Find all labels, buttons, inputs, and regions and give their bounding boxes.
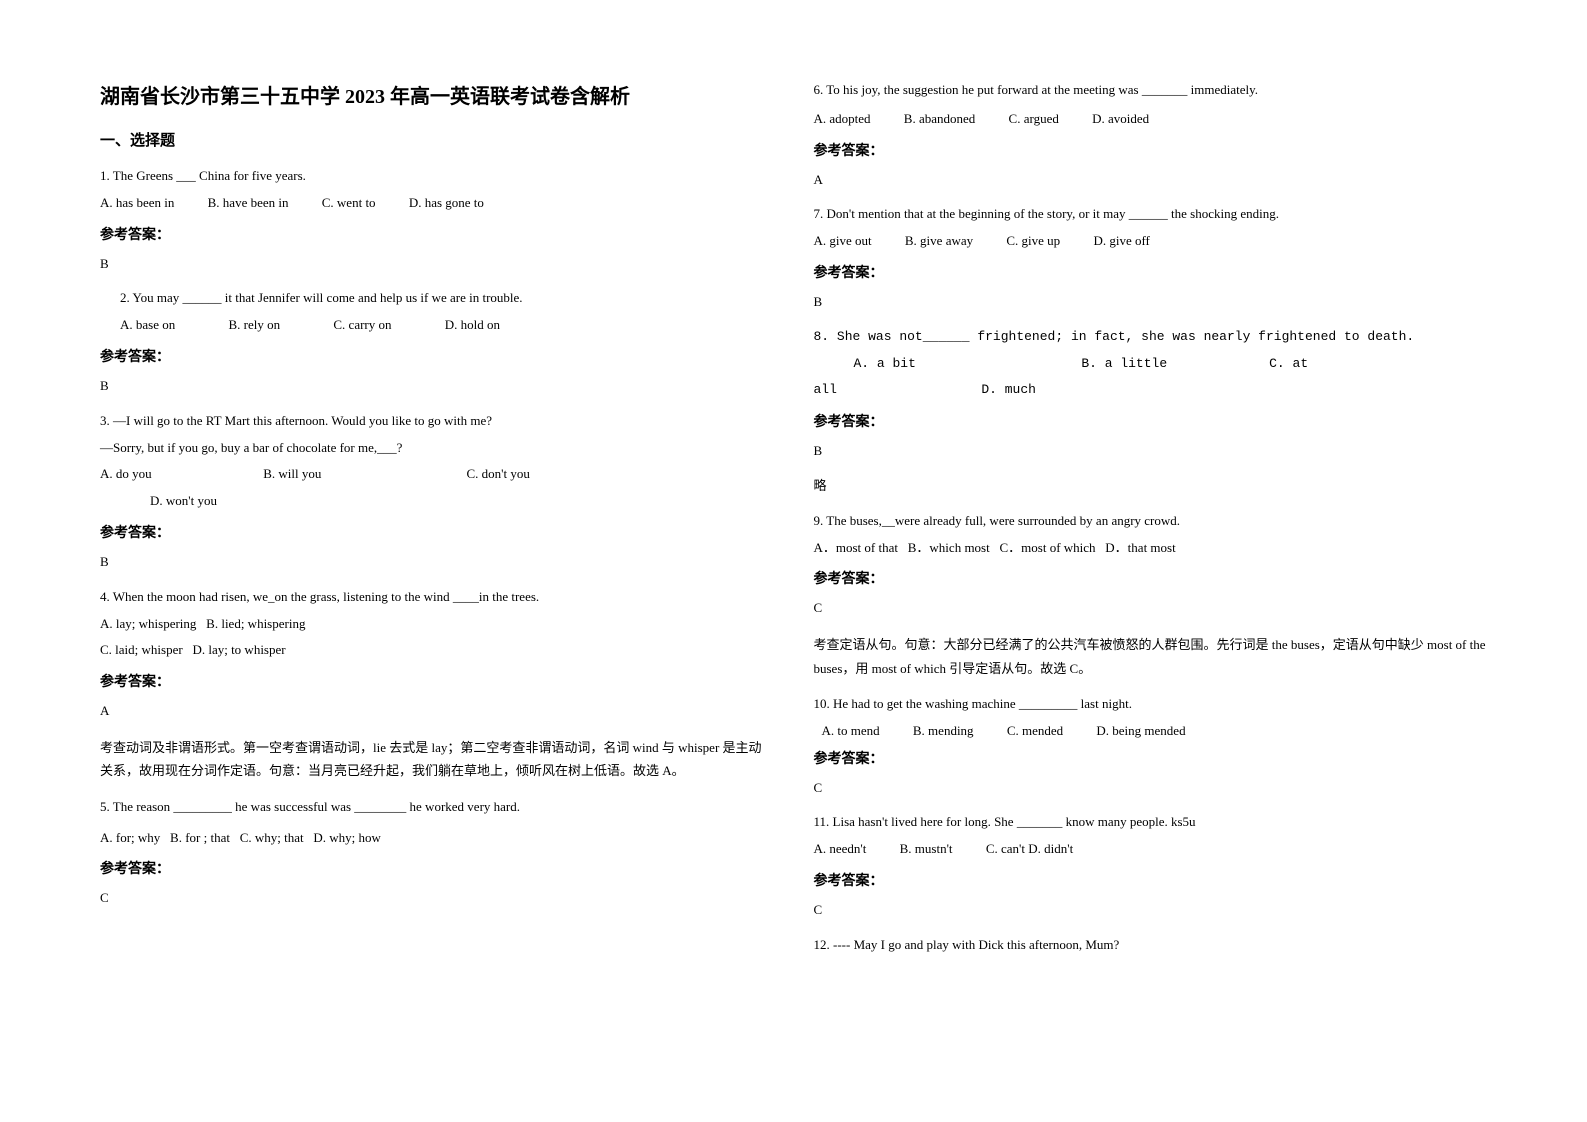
q7-optA: A. give out (814, 231, 872, 252)
q6-options: A. adopted B. abandoned C. argued D. avo… (814, 109, 1488, 130)
q1-optB: B. have been in (208, 193, 289, 214)
q5-options: A. for; why B. for ; that C. why; that D… (100, 828, 774, 849)
q8-optD: D. much (981, 380, 1036, 401)
q1-options: A. has been in B. have been in C. went t… (100, 193, 774, 214)
q9-optA: A．most of that (814, 540, 899, 555)
q7-options: A. give out B. give away C. give up D. g… (814, 231, 1488, 252)
q10-optC: C. mended (1007, 721, 1063, 742)
q10-answer: C (814, 778, 1488, 799)
q6-answer-label: 参考答案： (814, 140, 1488, 160)
left-column: 湖南省长沙市第三十五中学 2023 年高一英语联考试卷含解析 一、选择题 1. … (100, 80, 774, 1082)
q2-answer: B (100, 376, 774, 397)
q2-optC: C. carry on (333, 315, 391, 336)
q11-answer-label: 参考答案： (814, 870, 1488, 890)
q1-answer-label: 参考答案： (100, 224, 774, 244)
q10-options: A. to mend B. mending C. mended D. being… (814, 721, 1488, 742)
q7-answer-label: 参考答案： (814, 262, 1488, 282)
q8-text: 8. She was not______ frightened; in fact… (814, 327, 1488, 348)
q8-options-line2: all D. much (814, 380, 1488, 401)
q3-optD: D. won't you (100, 491, 774, 512)
q7-optC: C. give up (1006, 231, 1060, 252)
q3-answer: B (100, 552, 774, 573)
q11-optB: B. mustn't (900, 839, 953, 860)
q5-optB: B. for ; that (170, 830, 230, 845)
q9-answer: C (814, 598, 1488, 619)
q9-text: 9. The buses,__were already full, were s… (814, 511, 1488, 532)
q4-answer-label: 参考答案： (100, 671, 774, 691)
q7-optD: D. give off (1093, 231, 1149, 252)
q6-answer: A (814, 170, 1488, 191)
q3-optC: C. don't you (467, 464, 530, 485)
right-column: 6. To his joy, the suggestion he put for… (814, 80, 1488, 1082)
q2-options: A. base on B. rely on C. carry on D. hol… (100, 315, 774, 336)
q3-line1: 3. —I will go to the RT Mart this aftern… (100, 411, 774, 432)
q4-options-line1: A. lay; whispering B. lied; whispering (100, 614, 774, 635)
q3-optB: B. will you (263, 464, 463, 485)
q6-optC: C. argued (1009, 109, 1059, 130)
q4-optC: C. laid; whisper (100, 642, 183, 657)
q8-optA: A. a bit (854, 354, 1074, 375)
q9-options: A．most of that B．which most C．most of wh… (814, 538, 1488, 559)
q6-optA: A. adopted (814, 109, 871, 130)
q1-optC: C. went to (322, 193, 376, 214)
q3-answer-label: 参考答案： (100, 522, 774, 542)
q5-text: 5. The reason _________ he was successfu… (100, 797, 774, 818)
q7-answer: B (814, 292, 1488, 313)
q9-answer-label: 参考答案： (814, 568, 1488, 588)
q7-optB: B. give away (905, 231, 973, 252)
q11-optC: C. can't D. didn't (986, 839, 1073, 860)
q12-text: 12. ---- May I go and play with Dick thi… (814, 935, 1488, 956)
q4-options-line2: C. laid; whisper D. lay; to whisper (100, 640, 774, 661)
q11-optA: A. needn't (814, 839, 867, 860)
q4-optA: A. lay; whispering (100, 616, 196, 631)
q8-optB: B. a little (1081, 354, 1261, 375)
page-title: 湖南省长沙市第三十五中学 2023 年高一英语联考试卷含解析 (100, 80, 774, 109)
q2-optB: B. rely on (229, 315, 281, 336)
q10-optA: A. to mend (822, 721, 880, 742)
q10-answer-label: 参考答案： (814, 748, 1488, 768)
q1-optA: A. has been in (100, 193, 174, 214)
q6-text: 6. To his joy, the suggestion he put for… (814, 80, 1488, 101)
q9-explanation: 考查定语从句。句意：大部分已经满了的公共汽车被愤怒的人群包围。先行词是 the … (814, 633, 1488, 680)
q4-optB: B. lied; whispering (206, 616, 305, 631)
q4-explanation: 考查动词及非谓语形式。第一空考查谓语动词，lie 去式是 lay；第二空考查非谓… (100, 736, 774, 783)
q3-line2: —Sorry, but if you go, buy a bar of choc… (100, 438, 774, 459)
q9-optC: C．most of which (999, 540, 1095, 555)
q8-answer-label: 参考答案： (814, 411, 1488, 431)
q5-optA: A. for; why (100, 830, 160, 845)
q5-answer-label: 参考答案： (100, 858, 774, 878)
q4-text: 4. When the moon had risen, we_on the gr… (100, 587, 774, 608)
q11-answer: C (814, 900, 1488, 921)
q11-options: A. needn't B. mustn't C. can't D. didn't (814, 839, 1488, 860)
q3-options: A. do you B. will you C. don't you (100, 464, 774, 485)
q1-answer: B (100, 254, 774, 275)
q6-optB: B. abandoned (904, 109, 975, 130)
q3-optA: A. do you (100, 464, 260, 485)
q2-answer-label: 参考答案： (100, 346, 774, 366)
q6-optD: D. avoided (1092, 109, 1149, 130)
q4-answer: A (100, 701, 774, 722)
q7-text: 7. Don't mention that at the beginning o… (814, 204, 1488, 225)
q1-text: 1. The Greens ___ China for five years. (100, 166, 774, 187)
q5-optC: C. why; that (240, 830, 304, 845)
q8-explanation: 略 (814, 476, 1488, 497)
q9-optB: B．which most (908, 540, 990, 555)
q8-options-line1: A. a bit B. a little C. at (814, 354, 1488, 375)
q2-optA: A. base on (120, 315, 175, 336)
q8-answer: B (814, 441, 1488, 462)
q2-optD: D. hold on (445, 315, 500, 336)
q1-optD: D. has gone to (409, 193, 484, 214)
q10-optB: B. mending (913, 721, 974, 742)
q8-all: all (814, 380, 974, 401)
q10-text: 10. He had to get the washing machine __… (814, 694, 1488, 715)
q5-answer: C (100, 888, 774, 909)
q4-optD: D. lay; to whisper (192, 642, 285, 657)
q2-text: 2. You may ______ it that Jennifer will … (100, 288, 774, 309)
q11-text: 11. Lisa hasn't lived here for long. She… (814, 812, 1488, 833)
q9-optD: D．that most (1105, 540, 1175, 555)
section-header: 一、选择题 (100, 129, 774, 150)
q5-optD: D. why; how (313, 830, 381, 845)
q8-optC-part: C. at (1269, 354, 1308, 375)
q10-optD: D. being mended (1096, 721, 1185, 742)
